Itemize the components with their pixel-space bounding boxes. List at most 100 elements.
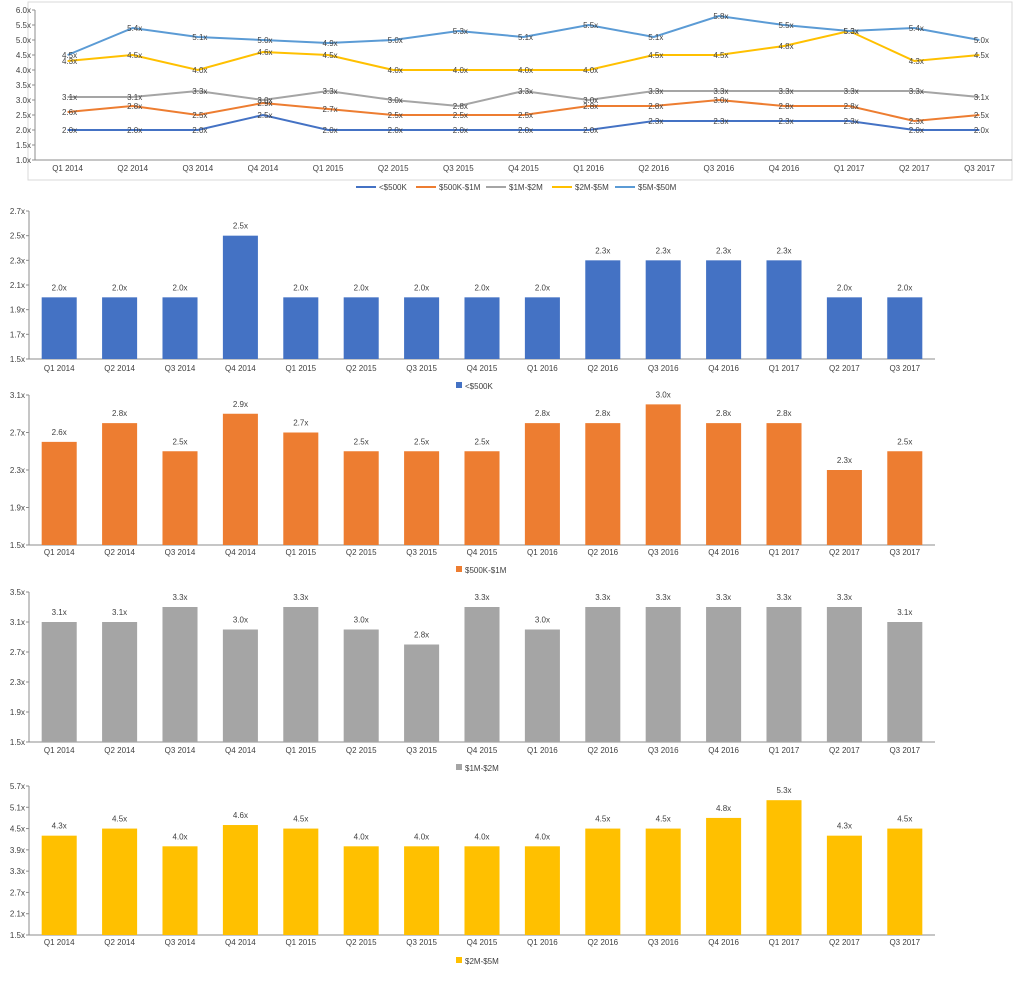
data-label: 3.1x (62, 93, 77, 102)
x-tick-label: Q4 2015 (508, 164, 539, 173)
x-tick-label: Q2 2014 (104, 938, 135, 947)
data-label: 2.6x (52, 428, 67, 437)
bar (464, 846, 500, 935)
data-label: 2.0x (974, 126, 989, 135)
data-label: 2.0x (62, 126, 77, 135)
data-label: 2.0x (474, 283, 489, 292)
bar (343, 451, 379, 545)
data-label: 2.3x (713, 117, 728, 126)
x-tick-label: Q3 2015 (443, 164, 474, 173)
x-tick-label: Q2 2017 (829, 746, 860, 755)
data-label: 4.5x (595, 815, 610, 824)
data-label: 2.5x (388, 111, 403, 120)
x-tick-label: Q4 2015 (467, 938, 498, 947)
data-label: 2.0x (414, 283, 429, 292)
data-label: 4.3x (837, 822, 852, 831)
legend-label: $1M-$2M (465, 764, 499, 773)
bar (41, 835, 77, 935)
bar (404, 297, 440, 359)
x-tick-label: Q1 2016 (527, 548, 558, 557)
data-label: 2.3x (656, 246, 671, 255)
x-tick-label: Q1 2016 (527, 938, 558, 947)
data-label: 2.0x (52, 283, 67, 292)
bar (464, 607, 500, 742)
x-tick-label: Q3 2015 (406, 364, 437, 373)
data-label: 2.3x (716, 246, 731, 255)
data-label: 2.5x (453, 111, 468, 120)
y-tick-label: 3.0x (16, 96, 31, 105)
series-line-5 (67, 14, 980, 56)
data-label: 3.3x (172, 593, 187, 602)
y-tick-label: 4.0x (16, 66, 31, 75)
data-label: 2.5x (518, 111, 533, 120)
x-tick-label: Q1 2014 (52, 164, 83, 173)
data-label: 5.3x (844, 27, 859, 36)
data-label: 4.6x (233, 811, 248, 820)
data-label: 4.5x (974, 51, 989, 60)
bar (404, 846, 440, 935)
data-label: 3.0x (656, 390, 671, 399)
bar (41, 441, 77, 545)
x-tick-label: Q1 2015 (285, 938, 316, 947)
x-tick-label: Q2 2014 (104, 746, 135, 755)
y-tick-label: 2.3x (10, 678, 25, 687)
x-tick-label: Q3 2014 (165, 364, 196, 373)
data-label: 3.0x (354, 616, 369, 625)
legend-label: $5M-$50M (638, 183, 677, 192)
data-label: 2.3x (837, 456, 852, 465)
x-tick-label: Q2 2015 (346, 364, 377, 373)
bar (343, 629, 379, 742)
data-label: 4.0x (453, 66, 468, 75)
bar (706, 423, 742, 545)
series-line-1 (67, 113, 980, 131)
legend-label: $2M-$5M (575, 183, 609, 192)
data-label: 2.0x (112, 283, 127, 292)
legend-swatch (456, 566, 462, 572)
y-tick-label: 1.5x (10, 355, 25, 364)
bar (826, 607, 862, 742)
x-tick-label: Q3 2015 (406, 746, 437, 755)
x-tick-label: Q1 2017 (769, 938, 800, 947)
data-label: 2.5x (192, 111, 207, 120)
bar (404, 644, 440, 742)
data-label: 5.1x (518, 33, 533, 42)
data-label: 5.4x (127, 24, 142, 33)
data-label: 2.9x (233, 400, 248, 409)
data-label: 4.5x (62, 51, 77, 60)
data-label: 4.6x (257, 48, 272, 57)
data-label: 4.8x (778, 42, 793, 51)
data-label: 2.7x (323, 105, 338, 114)
legend-label: $2M-$5M (465, 957, 499, 966)
data-label: 2.8x (716, 409, 731, 418)
data-label: 5.5x (583, 21, 598, 30)
x-tick-label: Q3 2016 (648, 746, 679, 755)
x-tick-label: Q1 2016 (527, 364, 558, 373)
data-label: 4.3x (52, 822, 67, 831)
y-tick-label: 1.5x (16, 141, 31, 150)
data-label: 5.3x (453, 27, 468, 36)
bar (343, 846, 379, 935)
data-label: 4.0x (172, 832, 187, 841)
bar (41, 297, 77, 359)
data-label: 2.0x (453, 126, 468, 135)
data-label: 4.3x (909, 57, 924, 66)
bar (524, 629, 560, 742)
data-label: 4.0x (535, 832, 550, 841)
x-tick-label: Q4 2016 (708, 364, 739, 373)
bar (887, 622, 923, 742)
bar (766, 423, 802, 545)
data-label: 2.3x (595, 246, 610, 255)
data-label: 2.5x (897, 437, 912, 446)
y-tick-label: 5.5x (16, 21, 31, 30)
bar (343, 297, 379, 359)
series-line-4 (67, 29, 980, 72)
data-label: 2.3x (648, 117, 663, 126)
data-label: 4.5x (648, 51, 663, 60)
chart-3: 1.5x 1.9x 2.3x 2.7x 3.1x Q1 2014 Q2 2014 Q3 201… (10, 390, 935, 575)
data-label: 5.0x (974, 36, 989, 45)
data-label: 2.8x (595, 409, 610, 418)
data-label: 3.0x (388, 96, 403, 105)
data-label: 2.0x (518, 126, 533, 135)
x-tick-label: Q3 2014 (182, 164, 213, 173)
bar (585, 260, 621, 359)
